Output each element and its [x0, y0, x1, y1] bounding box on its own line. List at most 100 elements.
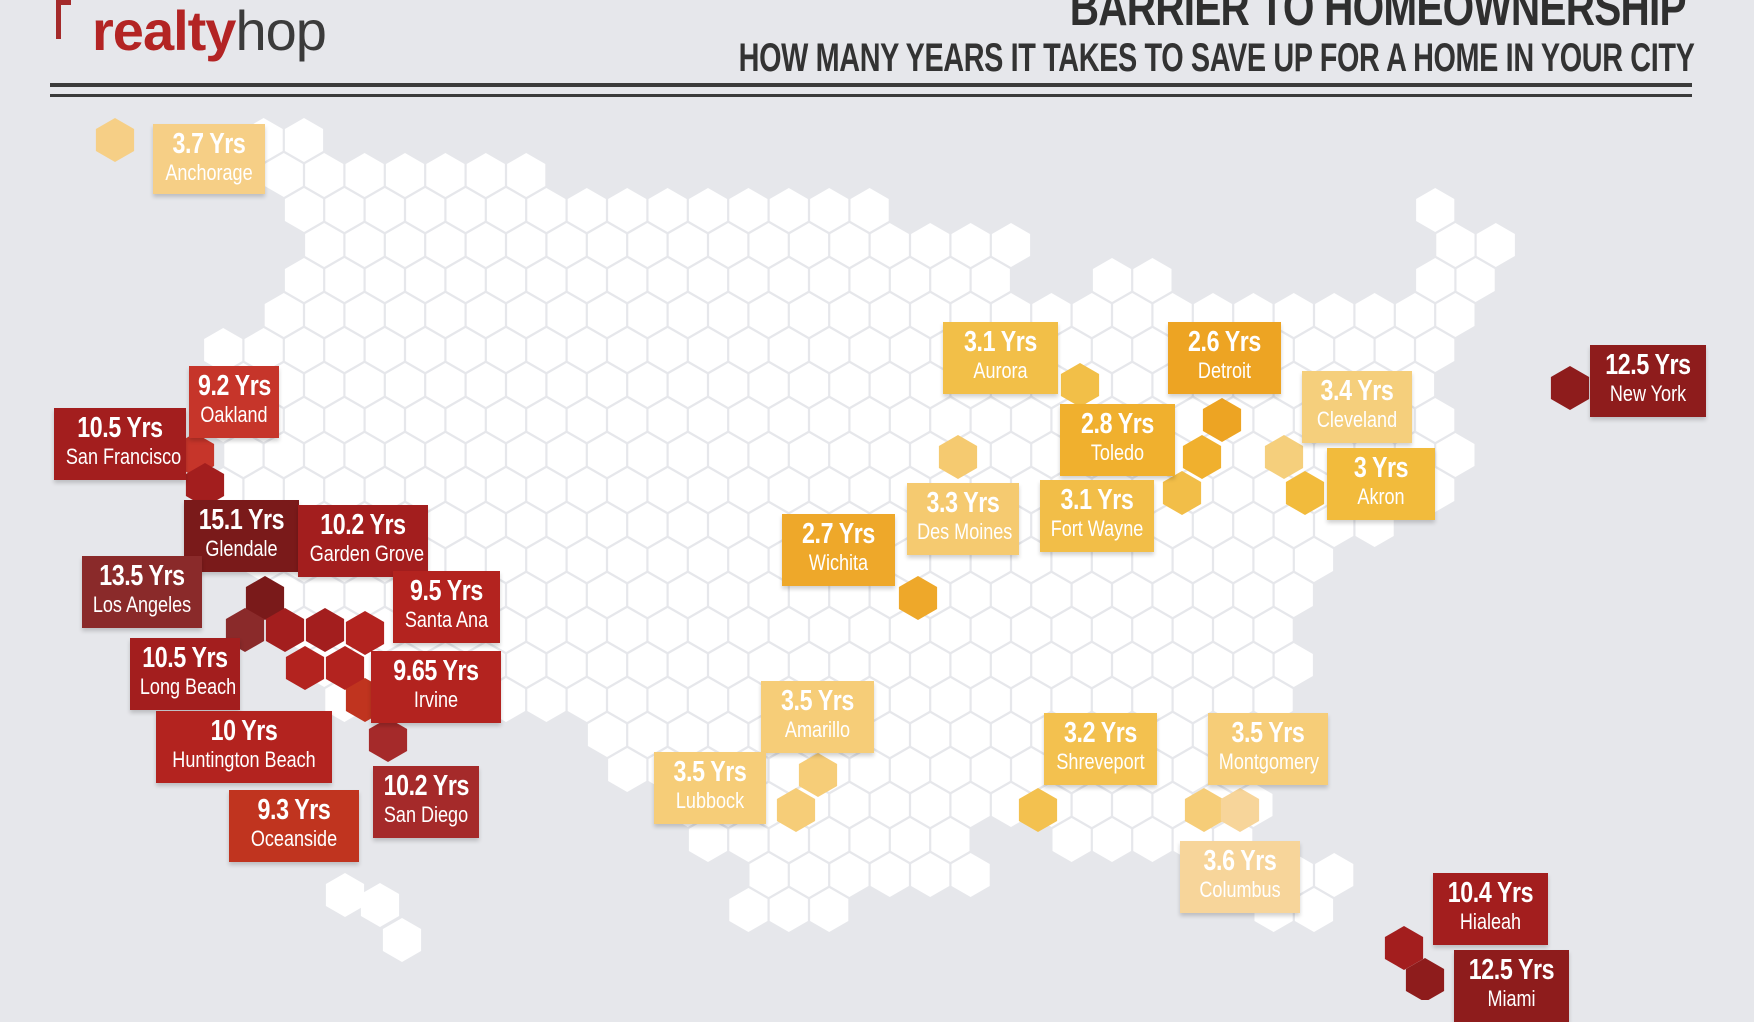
map-hex: [1092, 678, 1132, 722]
city-hex-glendale[interactable]: [245, 576, 285, 620]
label-city: Miami: [1487, 986, 1536, 1011]
map-hex: [224, 433, 263, 477]
label-amarillo: 3.5 Yrs Amarillo: [761, 681, 874, 753]
map-hex: [709, 433, 748, 477]
map-hex: [507, 153, 546, 197]
city-hex-toledo[interactable]: [1182, 435, 1222, 479]
city-hex-cleveland[interactable]: [1264, 435, 1304, 479]
map-hex: [1375, 328, 1414, 372]
label-years: 3.1 Yrs: [964, 326, 1037, 358]
map-hex: [890, 818, 930, 862]
map-hex: [648, 258, 687, 302]
map-hex: [345, 363, 384, 407]
map-hex: [345, 153, 384, 197]
city-hex-shreveport[interactable]: [1018, 788, 1058, 832]
city-hex-lubbock[interactable]: [776, 788, 816, 832]
map-hex: [688, 608, 728, 652]
map-hex: [769, 888, 808, 932]
label-city: Akron: [1357, 484, 1405, 509]
label-years: 3.4 Yrs: [1320, 375, 1394, 407]
city-hex-akron[interactable]: [1285, 471, 1325, 515]
map-hex: [850, 748, 889, 792]
map-hex: [284, 328, 324, 372]
map-hex: [1456, 258, 1495, 302]
map-hex: [1072, 293, 1111, 337]
label-cleveland: 3.4 Yrs Cleveland: [1302, 371, 1412, 443]
map-hex: [769, 258, 808, 302]
map-hex: [810, 888, 849, 932]
map-hex: [870, 853, 909, 897]
label-years: 12.5 Yrs: [1605, 349, 1691, 381]
map-hex: [1133, 608, 1172, 652]
city-hex-san-francisco[interactable]: [185, 463, 225, 507]
map-hex: [1254, 538, 1293, 582]
city-hex-amarillo[interactable]: [798, 753, 838, 797]
label-montgomery: 3.5 Yrs Montgomery: [1208, 713, 1328, 785]
label-years: 3.5 Yrs: [673, 756, 747, 788]
label-city: Shreveport: [1056, 749, 1145, 774]
label-years: 3.5 Yrs: [1231, 717, 1305, 749]
city-hex-long-beach[interactable]: [265, 608, 305, 652]
map-hex: [870, 643, 909, 687]
map-hex: [587, 433, 627, 477]
city-hex-irvine[interactable]: [325, 646, 365, 690]
city-hex-wichita[interactable]: [898, 576, 938, 620]
city-hex-fort-wayne[interactable]: [1162, 471, 1202, 515]
map-hex: [729, 608, 768, 652]
label-city: Montgomery: [1218, 749, 1320, 774]
city-hex-detroit[interactable]: [1202, 398, 1242, 442]
label-years: 3.6 Yrs: [1203, 845, 1277, 877]
label-city: Detroit: [1197, 358, 1252, 383]
map-hex: [446, 398, 485, 442]
city-hex-anchorage[interactable]: [95, 118, 135, 162]
map-hex: [587, 573, 627, 617]
city-hex-des-moines[interactable]: [938, 435, 978, 479]
map-hex: [628, 363, 667, 407]
map-hex: [769, 398, 808, 442]
city-hex-columbus[interactable]: [1220, 788, 1260, 832]
map-hex: [951, 783, 990, 827]
map-hex: [1254, 398, 1293, 442]
map-hex: [1476, 223, 1515, 267]
city-hex-miami[interactable]: [1405, 958, 1445, 1000]
map-hex: [1416, 258, 1455, 302]
label-years: 2.6 Yrs: [1188, 326, 1261, 358]
map-hex: [810, 258, 849, 302]
map-hex: [527, 328, 566, 372]
map-hex: [325, 468, 364, 512]
city-hex-santa-ana[interactable]: [345, 611, 385, 655]
map-hex: [385, 293, 425, 337]
map-hex: [1133, 328, 1172, 372]
map-hex: [769, 468, 808, 512]
header-divider-top: [50, 83, 1692, 87]
map-hex: [608, 258, 647, 302]
map-hex: [527, 468, 566, 512]
map-hex: [709, 223, 748, 267]
city-hex-hialeah[interactable]: [1384, 926, 1424, 970]
map-hex: [527, 608, 566, 652]
label-years: 9.3 Yrs: [257, 794, 331, 826]
map-hex: [991, 573, 1031, 617]
hawaii-hex: [382, 918, 422, 962]
map-hex: [1173, 748, 1212, 792]
city-hex-aurora[interactable]: [1060, 363, 1100, 407]
city-hex-garden-grove[interactable]: [305, 608, 345, 652]
map-hex: [628, 433, 667, 477]
map-hex: [648, 398, 687, 442]
map-hex: [648, 538, 687, 582]
city-hex-montgomery[interactable]: [1184, 788, 1224, 832]
map-hex: [1153, 573, 1192, 617]
map-hex: [507, 363, 546, 407]
realtyhop-logo[interactable]: realty hop: [50, 0, 327, 63]
label-santa-ana: 9.5 Yrs Santa Ana: [393, 571, 500, 643]
map-hex: [507, 643, 546, 687]
map-hex: [850, 818, 889, 862]
map-hex: [709, 503, 748, 547]
map-hex: [385, 153, 425, 197]
city-hex-new-york[interactable]: [1550, 366, 1590, 410]
label-city: Oakland: [200, 402, 268, 427]
map-hex: [547, 503, 586, 547]
map-hex: [1274, 643, 1313, 687]
city-hex-san-diego[interactable]: [368, 718, 408, 762]
city-hex-huntington-beach[interactable]: [285, 646, 325, 690]
